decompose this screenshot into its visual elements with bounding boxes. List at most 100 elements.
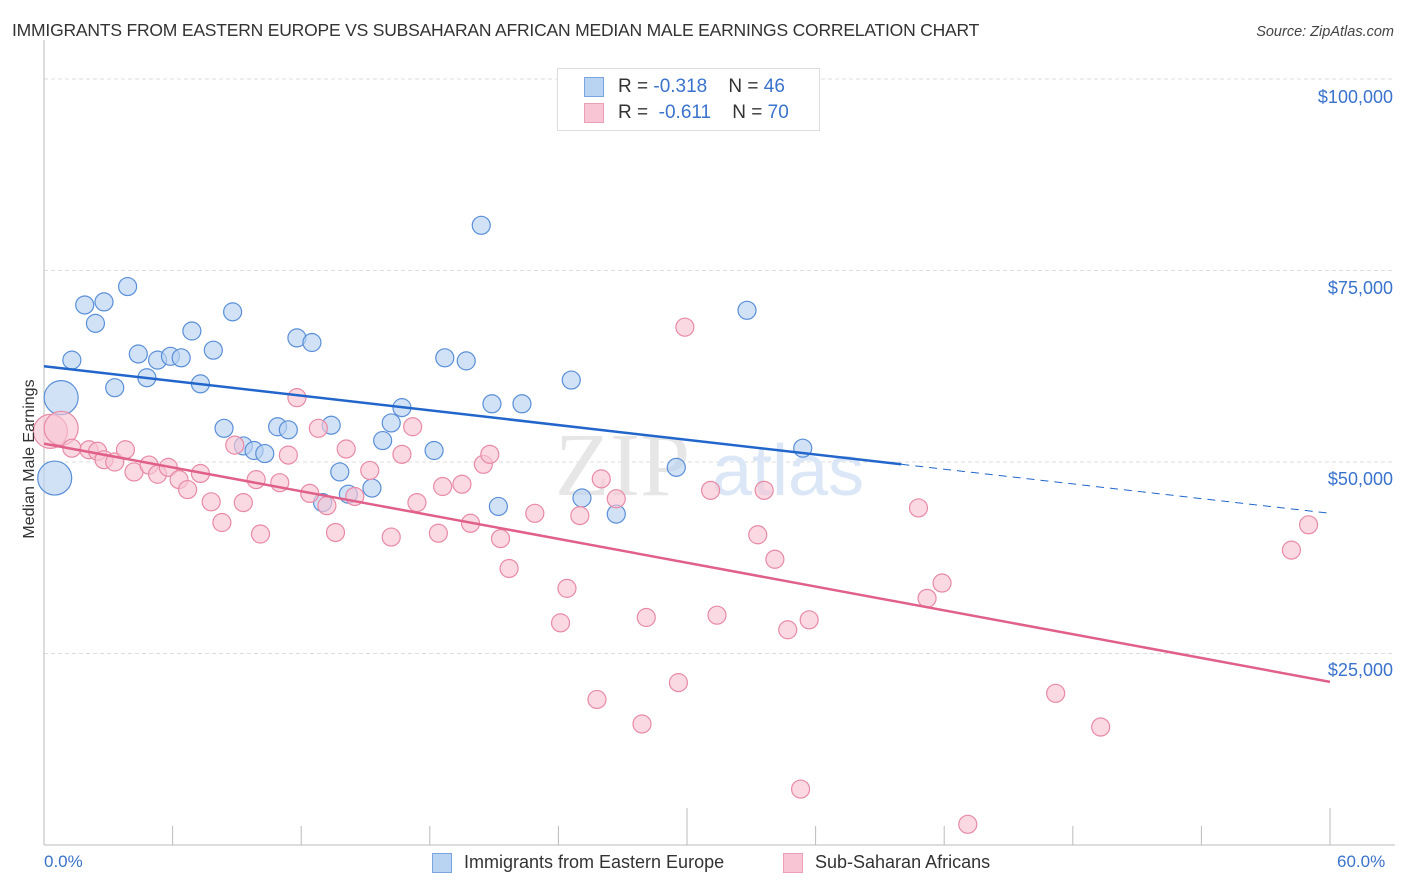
data-point (85, 313, 106, 333)
data-point (1298, 515, 1319, 535)
legend-swatch-blue (584, 77, 604, 97)
trend-line-eastern-europe-extrapolated (901, 463, 1331, 514)
gridlines (44, 78, 1395, 654)
series-immigrants-eastern-europe (37, 215, 813, 524)
data-point (225, 435, 245, 455)
data-point (317, 496, 337, 516)
data-point (214, 418, 234, 438)
data-point (707, 605, 727, 625)
data-point (428, 523, 448, 543)
legend-label: Sub-Saharan Africans (815, 852, 991, 872)
data-point (94, 292, 114, 312)
data-point (433, 476, 453, 497)
watermark-atlas: atlas (712, 431, 864, 511)
data-point (480, 444, 500, 464)
data-point (250, 524, 271, 544)
data-point (668, 673, 689, 693)
data-point (105, 378, 125, 398)
data-point (778, 620, 798, 640)
data-point (201, 492, 221, 512)
data-point (330, 462, 350, 482)
correlation-legend: R = -0.318 N = 46 R = -0.611 N = 70 (557, 68, 820, 131)
data-point (765, 549, 785, 569)
r-label: R = (618, 76, 654, 97)
trend-lines (43, 365, 1331, 684)
data-point (171, 348, 191, 368)
data-point (452, 474, 472, 494)
data-point (128, 344, 148, 364)
data-point (932, 573, 952, 593)
legend-label: Immigrants from Eastern Europe (464, 852, 725, 872)
data-point (572, 488, 592, 508)
data-point (488, 496, 508, 517)
data-point (591, 469, 611, 489)
y-axis-label: Median Male Earnings (21, 379, 38, 539)
r-value: -0.318 (653, 76, 708, 97)
legend-swatch-pink (584, 103, 604, 123)
data-point (246, 470, 266, 490)
trend-line-eastern-europe (43, 365, 902, 466)
data-point (403, 417, 423, 437)
data-point (908, 498, 929, 518)
chart-title: IMMIGRANTS FROM EASTERN EUROPE VS SUBSAH… (12, 20, 980, 40)
legend-swatch-blue (432, 853, 452, 873)
data-point (182, 321, 202, 341)
series-sub-saharan-africans (32, 317, 1319, 834)
data-point (748, 525, 768, 545)
data-point (37, 460, 73, 496)
data-point (587, 689, 607, 710)
data-point (512, 394, 532, 414)
source-label: Source: ZipAtlas.com (1256, 24, 1394, 40)
data-point (790, 779, 811, 799)
data-point (561, 370, 581, 390)
data-point (302, 332, 322, 353)
data-point (550, 613, 571, 633)
data-point (75, 295, 95, 315)
data-point (381, 413, 401, 433)
data-point (799, 610, 819, 630)
data-point (392, 444, 412, 464)
data-point (117, 276, 138, 297)
data-point (373, 430, 393, 451)
data-point (632, 714, 652, 734)
n-value: 70 (767, 102, 789, 123)
data-point (178, 479, 198, 500)
data-point (570, 506, 590, 526)
data-point (525, 503, 545, 523)
legend-swatch-pink (783, 853, 803, 873)
trend-line-sub-saharan (43, 442, 1331, 684)
data-point (456, 351, 476, 371)
data-point (43, 410, 79, 446)
data-point (675, 317, 695, 337)
data-point (278, 445, 298, 465)
data-point (407, 492, 427, 513)
data-point (737, 300, 757, 320)
data-point (424, 440, 444, 461)
data-point (43, 380, 79, 416)
data-point (278, 420, 298, 440)
data-point (1281, 540, 1302, 560)
data-point (958, 814, 978, 834)
data-point (325, 522, 346, 543)
data-point (255, 443, 275, 464)
data-point (917, 588, 937, 608)
data-point (203, 340, 223, 360)
data-point (287, 388, 307, 408)
data-point (754, 480, 774, 500)
data-point (490, 528, 511, 549)
data-point (666, 457, 686, 477)
data-point (62, 350, 82, 370)
n-label: N = (728, 76, 764, 97)
data-point (606, 489, 626, 509)
data-point (336, 439, 356, 459)
data-point (700, 480, 721, 500)
x-tick-label-min: 0.0% (44, 852, 83, 871)
data-point (471, 215, 491, 235)
data-point (381, 527, 401, 547)
y-tick-label: $100,000 (1317, 87, 1393, 107)
r-label: R = (618, 102, 654, 123)
data-point (636, 607, 656, 628)
x-tick-label-max: 60.0% (1337, 852, 1386, 871)
data-point (1091, 717, 1111, 737)
